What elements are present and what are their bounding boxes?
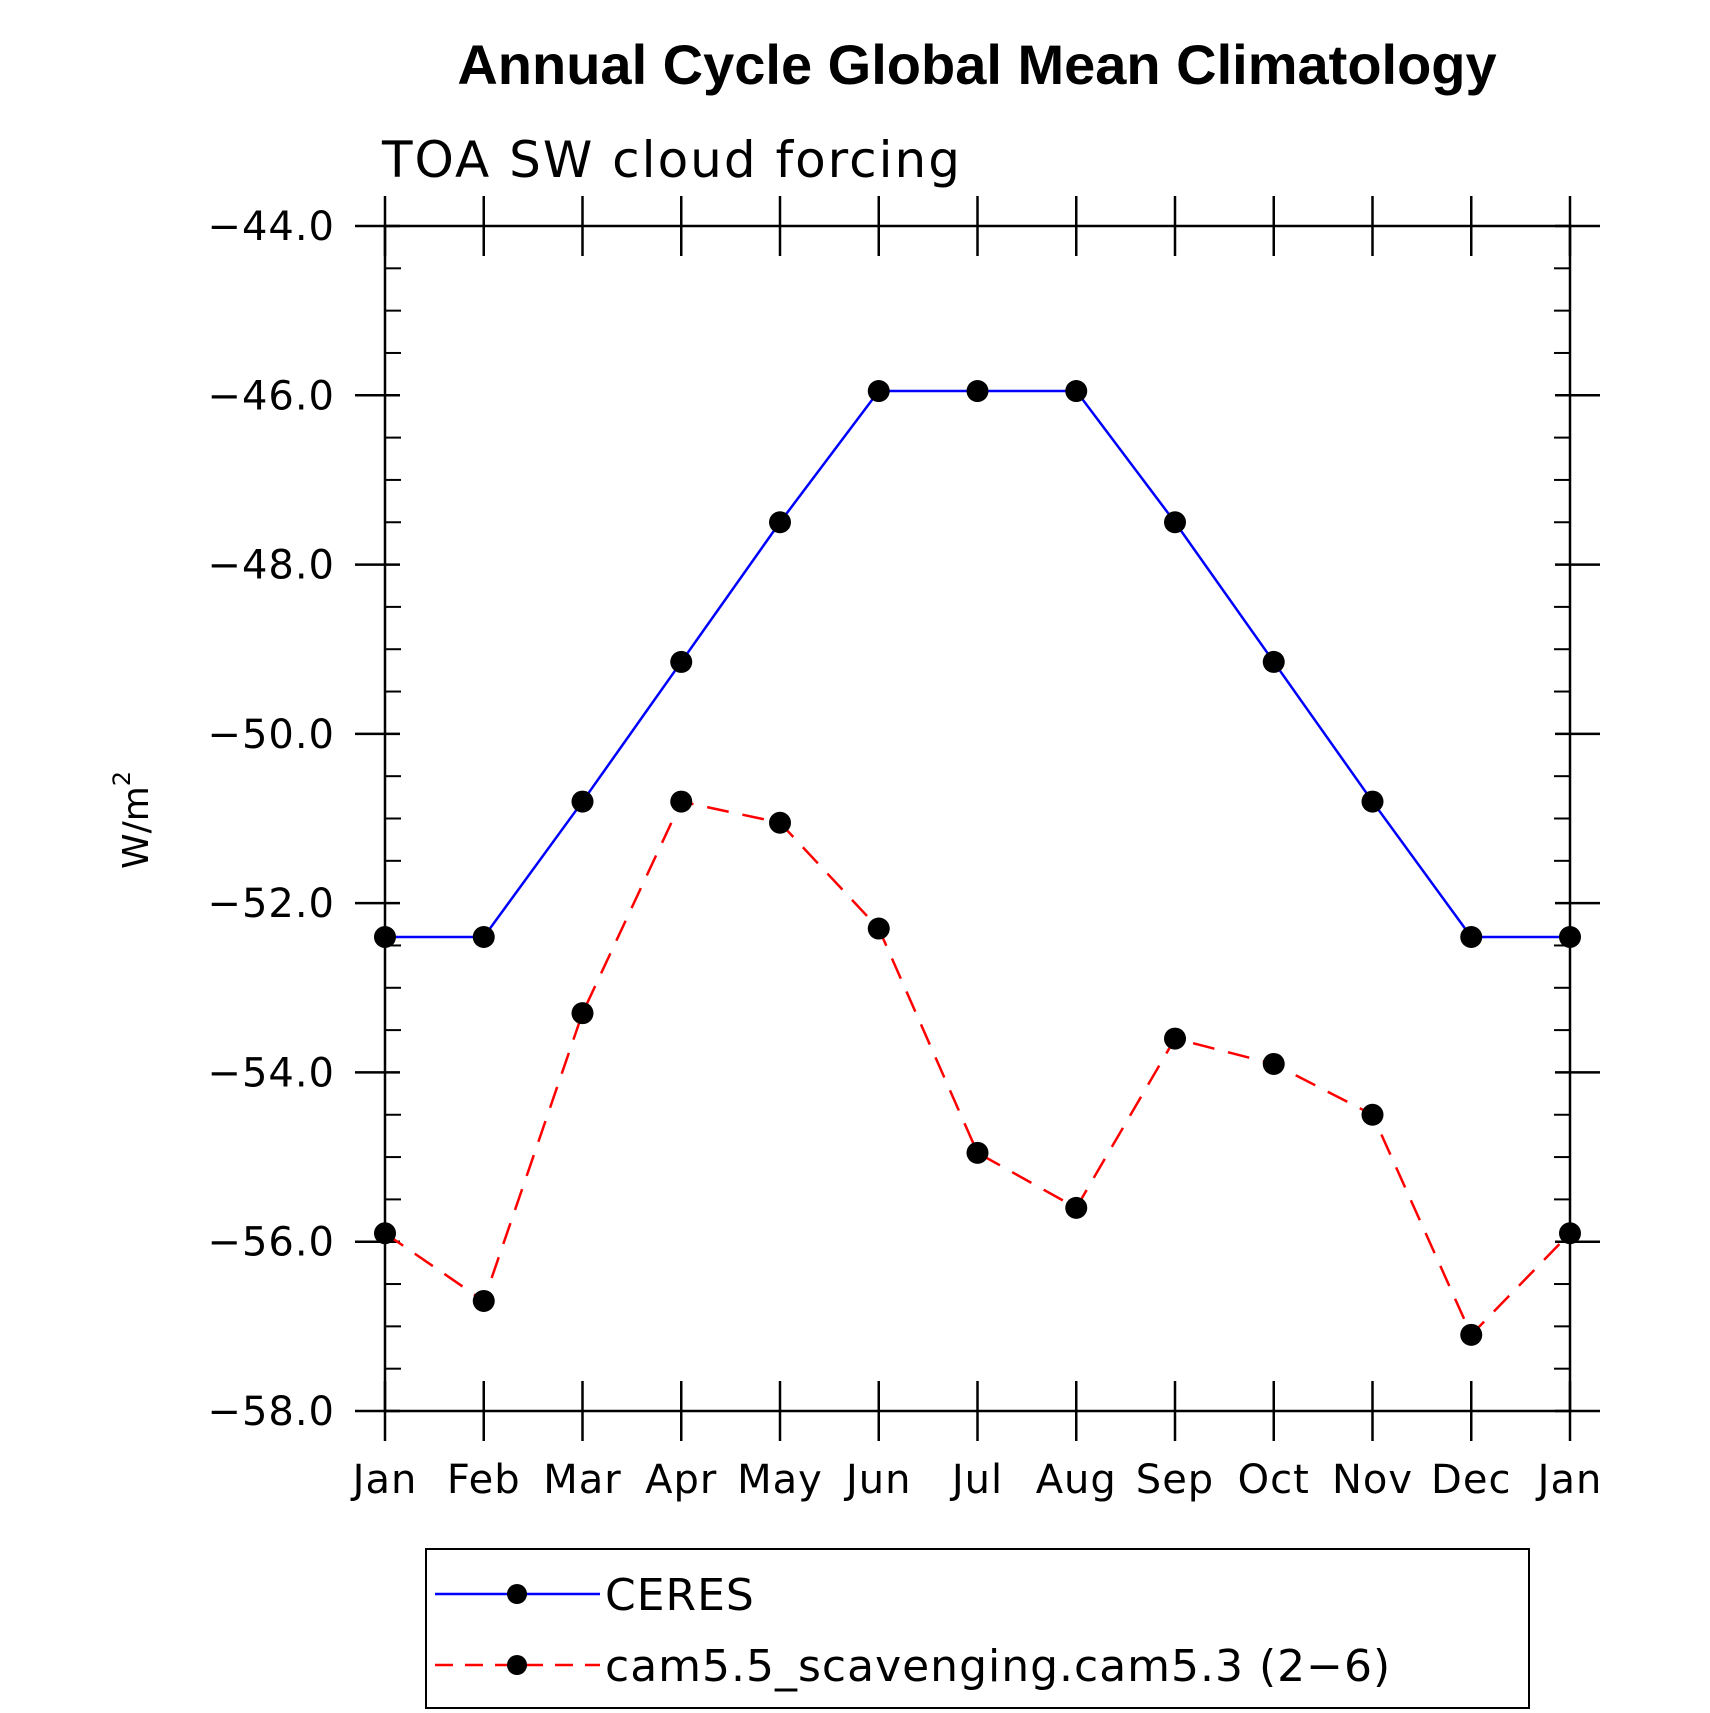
chart-title: Annual Cycle Global Mean Climatology (457, 33, 1496, 96)
series-0-point (1262, 650, 1285, 673)
x-tick-label: Dec (1431, 1457, 1511, 1503)
y-axis-label: W/m2 (108, 771, 157, 869)
series-0-point (1460, 926, 1483, 948)
series-0-point (374, 926, 396, 948)
x-tick-labels: Jan Feb Mar Apr May Jun Jul Aug Sep Oct Nov Dec Jan (350, 1457, 1603, 1503)
y-axis-label-text: W/m (116, 786, 157, 869)
y-tick-label: −48.0 (207, 543, 335, 589)
x-tick-label: Jul (949, 1457, 1003, 1503)
x-tick-label: Oct (1238, 1457, 1310, 1503)
legend-marker-cam (507, 1655, 527, 1675)
x-tick-label: Nov (1332, 1457, 1413, 1503)
y-tick-label: −44.0 (207, 204, 335, 250)
x-tick-label: Apr (645, 1457, 717, 1503)
y-tick-label: −46.0 (207, 373, 335, 419)
y-tick-label: −58.0 (207, 1389, 335, 1435)
series-0-point (1559, 926, 1581, 948)
series-0-point (1065, 380, 1088, 403)
x-tick-label: Sep (1136, 1457, 1214, 1503)
series-0-point (670, 650, 693, 673)
series-1-point (571, 1002, 594, 1025)
series-1-point (1065, 1196, 1088, 1219)
x-tick-label: Aug (1036, 1457, 1117, 1503)
legend: CERES cam5.5_scavenging.cam5.3 (2−6) (425, 1548, 1530, 1709)
legend-box (425, 1548, 1530, 1709)
series-1-point (374, 1222, 396, 1245)
y-tick-label: −56.0 (207, 1220, 335, 1266)
y-tick-label: −50.0 (207, 712, 335, 758)
legend-marker-ceres (507, 1584, 527, 1604)
series-0-point (1164, 511, 1186, 534)
series-1-point (1460, 1323, 1483, 1346)
axis-ticks (355, 196, 1600, 1441)
chart-subtitle: TOA SW cloud forcing (381, 131, 962, 189)
series-0-point (571, 790, 594, 813)
series-1-point (1361, 1103, 1384, 1126)
y-tick-labels: −44.0 −46.0 −48.0 −50.0 −52.0 −54.0 −56.0 −58.0 (207, 204, 335, 1435)
series-0-point (769, 511, 791, 534)
x-tick-label: Jan (350, 1457, 418, 1503)
series-line-1 (384, 800, 1571, 1338)
series-1-point (966, 1141, 989, 1164)
x-tick-label: Mar (543, 1457, 621, 1503)
series-0-point (1361, 790, 1384, 813)
x-tick-label: Feb (447, 1457, 521, 1503)
x-tick-label: Jun (843, 1457, 912, 1503)
series-1-point (1559, 1222, 1581, 1245)
legend-label-cam: cam5.5_scavenging.cam5.3 (2−6) (605, 1641, 1391, 1692)
svg-text:W/m2: W/m2 (108, 771, 157, 869)
series-1-point (670, 790, 693, 813)
series-1-point (1164, 1027, 1186, 1050)
series-layer (374, 380, 1581, 1346)
series-1-point (769, 811, 791, 834)
plot-frame (383, 224, 1572, 1413)
x-tick-label: Jan (1535, 1457, 1603, 1503)
y-tick-label: −54.0 (207, 1050, 335, 1096)
series-0-point (966, 380, 989, 403)
legend-label-ceres: CERES (605, 1570, 755, 1621)
series-1-point (1262, 1052, 1285, 1075)
x-tick-label: May (737, 1457, 823, 1503)
y-axis-label-superscript: 2 (108, 771, 136, 786)
series-0-point (472, 926, 495, 948)
series-0-point (867, 380, 890, 403)
series-1-point (472, 1289, 495, 1312)
series-line-0 (385, 389, 1570, 939)
series-1-point (867, 917, 890, 940)
y-tick-label: −52.0 (207, 881, 335, 927)
